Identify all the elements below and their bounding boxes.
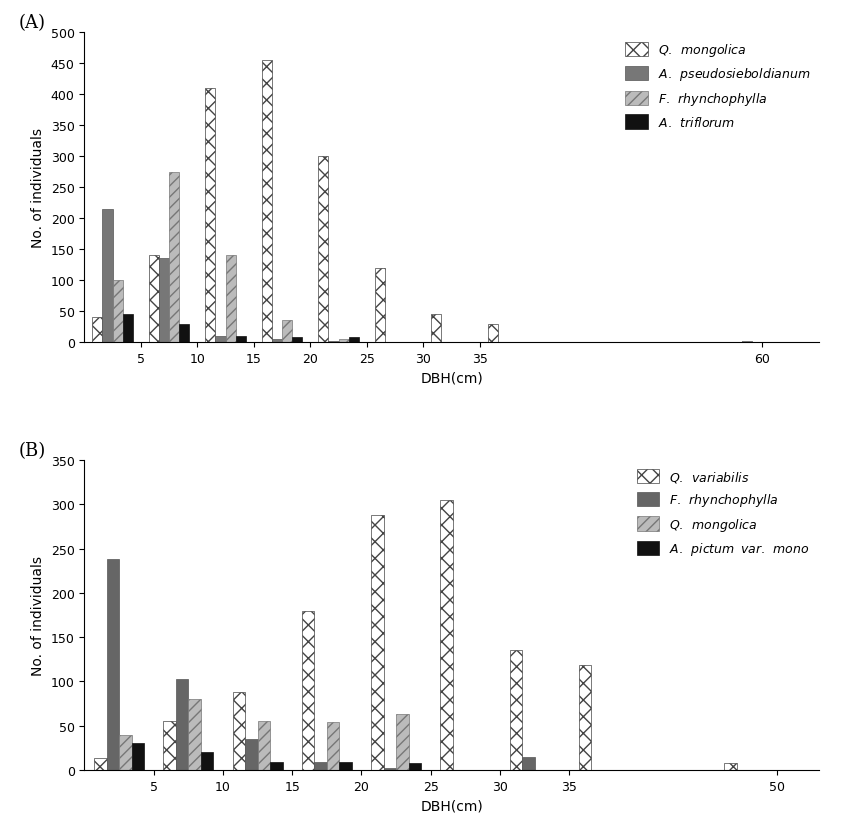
Bar [272,339,282,343]
Bar [338,339,349,343]
Bar [233,692,245,770]
X-axis label: DBH(cm): DBH(cm) [420,798,483,812]
Bar [106,560,119,770]
Bar [441,500,453,770]
Bar [201,753,214,770]
Bar [132,744,144,770]
Text: (A): (A) [19,15,46,32]
Bar [724,763,737,770]
Y-axis label: No. of individuals: No. of individuals [31,128,45,248]
Bar [94,758,106,770]
Bar [188,700,201,770]
Bar [282,321,292,343]
Bar [159,259,169,343]
Bar [92,318,102,343]
Bar [245,739,257,770]
Bar [488,325,498,343]
Bar [579,666,592,770]
Bar [119,734,132,770]
Bar [522,757,534,770]
Bar [292,338,302,343]
Bar [257,721,270,770]
Bar [112,281,123,343]
Legend: $\it{Q.\/}\ \it{mongolica}$, $\it{A.\/}\ \it{pseudosieboldianum}$, $\it{F.\/}\ \: $\it{Q.\/}\ \it{mongolica}$, $\it{A.\/}\… [620,37,815,135]
Bar [327,722,339,770]
Bar [328,341,338,343]
Bar [179,325,189,343]
Bar [164,721,176,770]
Bar [215,336,225,343]
Bar [339,762,352,770]
Bar [375,268,385,343]
Bar [510,651,522,770]
Bar [318,157,328,343]
Bar [270,762,283,770]
Y-axis label: No. of individuals: No. of individuals [31,556,46,675]
Bar [742,341,752,343]
Bar [349,338,359,343]
Bar [431,315,441,343]
Bar [102,209,112,343]
Bar [314,762,327,770]
Bar [384,768,396,770]
Bar [149,256,159,343]
X-axis label: DBH(cm): DBH(cm) [420,371,483,385]
Bar [371,515,384,770]
Bar [262,61,272,343]
Text: (B): (B) [19,442,46,460]
Bar [235,336,246,343]
Bar [176,679,188,770]
Bar [225,256,235,343]
Bar [302,611,314,770]
Bar [205,89,215,343]
Bar [396,715,408,770]
Bar [408,763,421,770]
Bar [123,315,133,343]
Legend: $\it{Q.\/}\ \it{variabilis}$, $\it{F.\/}\ \it{rhynchophylla}$, $\it{Q.\/}\ \it{m: $\it{Q.\/}\ \it{variabilis}$, $\it{F.\/}… [632,465,815,562]
Bar [169,172,179,343]
